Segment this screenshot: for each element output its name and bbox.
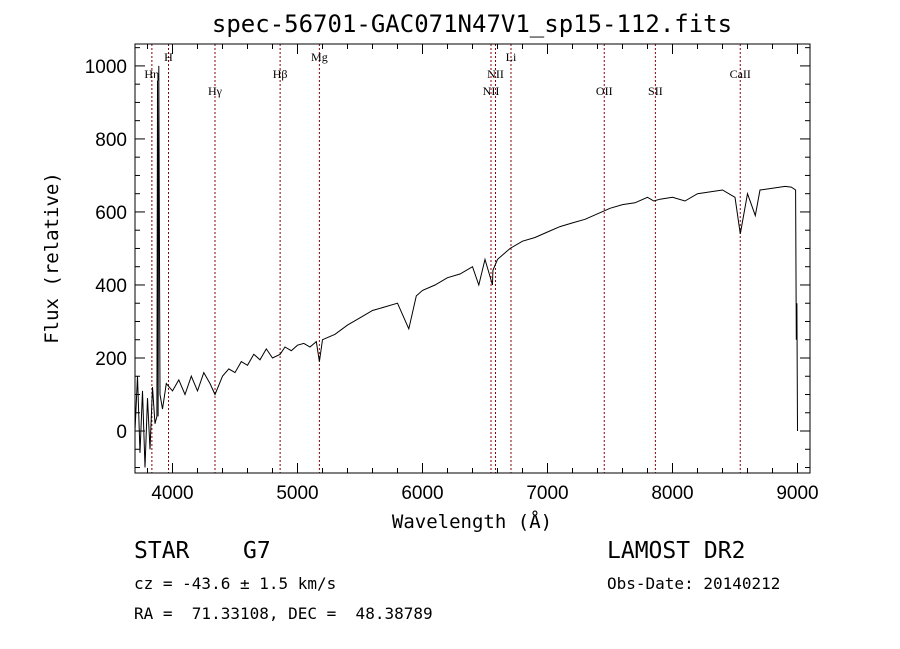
spectral-line-label: Hη xyxy=(144,67,159,81)
x-tick-label: 9000 xyxy=(776,483,818,504)
spectral-line-label: Li xyxy=(506,50,517,64)
spectral-line-label: Hγ xyxy=(208,84,223,98)
spectral-line-label: NII xyxy=(483,84,500,98)
spectral-line-label: Mg xyxy=(311,50,328,64)
y-tick-label: 600 xyxy=(95,203,127,224)
y-axis-label: Flux (relative) xyxy=(41,172,63,344)
spectral-line-label: SII xyxy=(648,84,663,98)
spectral-line-label: CaII xyxy=(730,67,751,81)
y-tick-label: 0 xyxy=(116,422,127,443)
axis-layer: 4000 5000 6000 7000 8000 9000 0 200 400 600 800 100… xyxy=(85,44,819,504)
spectral-line-label: OII xyxy=(596,84,613,98)
x-tick-label: 5000 xyxy=(276,483,318,504)
y-tick-label: 1000 xyxy=(85,57,127,78)
x-tick-label: 6000 xyxy=(401,483,443,504)
spectral-line-label: H xyxy=(164,50,173,64)
coordinates: RA = 71.33108, DEC = 48.38789 xyxy=(134,604,433,623)
x-axis-label: Wavelength (Å) xyxy=(392,510,552,533)
spectrum-line xyxy=(134,65,798,468)
data-layer xyxy=(134,65,798,468)
observation-date: Obs-Date: 20140212 xyxy=(607,574,781,593)
object-class: STAR xyxy=(134,538,190,564)
spectral-line-label: Hβ xyxy=(273,67,288,81)
x-tick-label: 8000 xyxy=(651,483,693,504)
x-tick-label: 4000 xyxy=(151,483,193,504)
chart-title: spec-56701-GAC071N47V1_sp15-112.fits xyxy=(212,10,732,38)
plot-frame xyxy=(134,43,811,474)
redshift-cz: cz = -43.6 ± 1.5 km/s xyxy=(134,574,337,593)
x-tick-label: 7000 xyxy=(526,483,568,504)
object-subclass: G7 xyxy=(243,538,271,564)
y-tick-label: 800 xyxy=(95,130,127,151)
spectral-line-label: NII xyxy=(487,67,504,81)
y-tick-label: 200 xyxy=(95,349,127,370)
survey-name: LAMOST DR2 xyxy=(607,538,746,564)
y-tick-label: 400 xyxy=(95,276,127,297)
